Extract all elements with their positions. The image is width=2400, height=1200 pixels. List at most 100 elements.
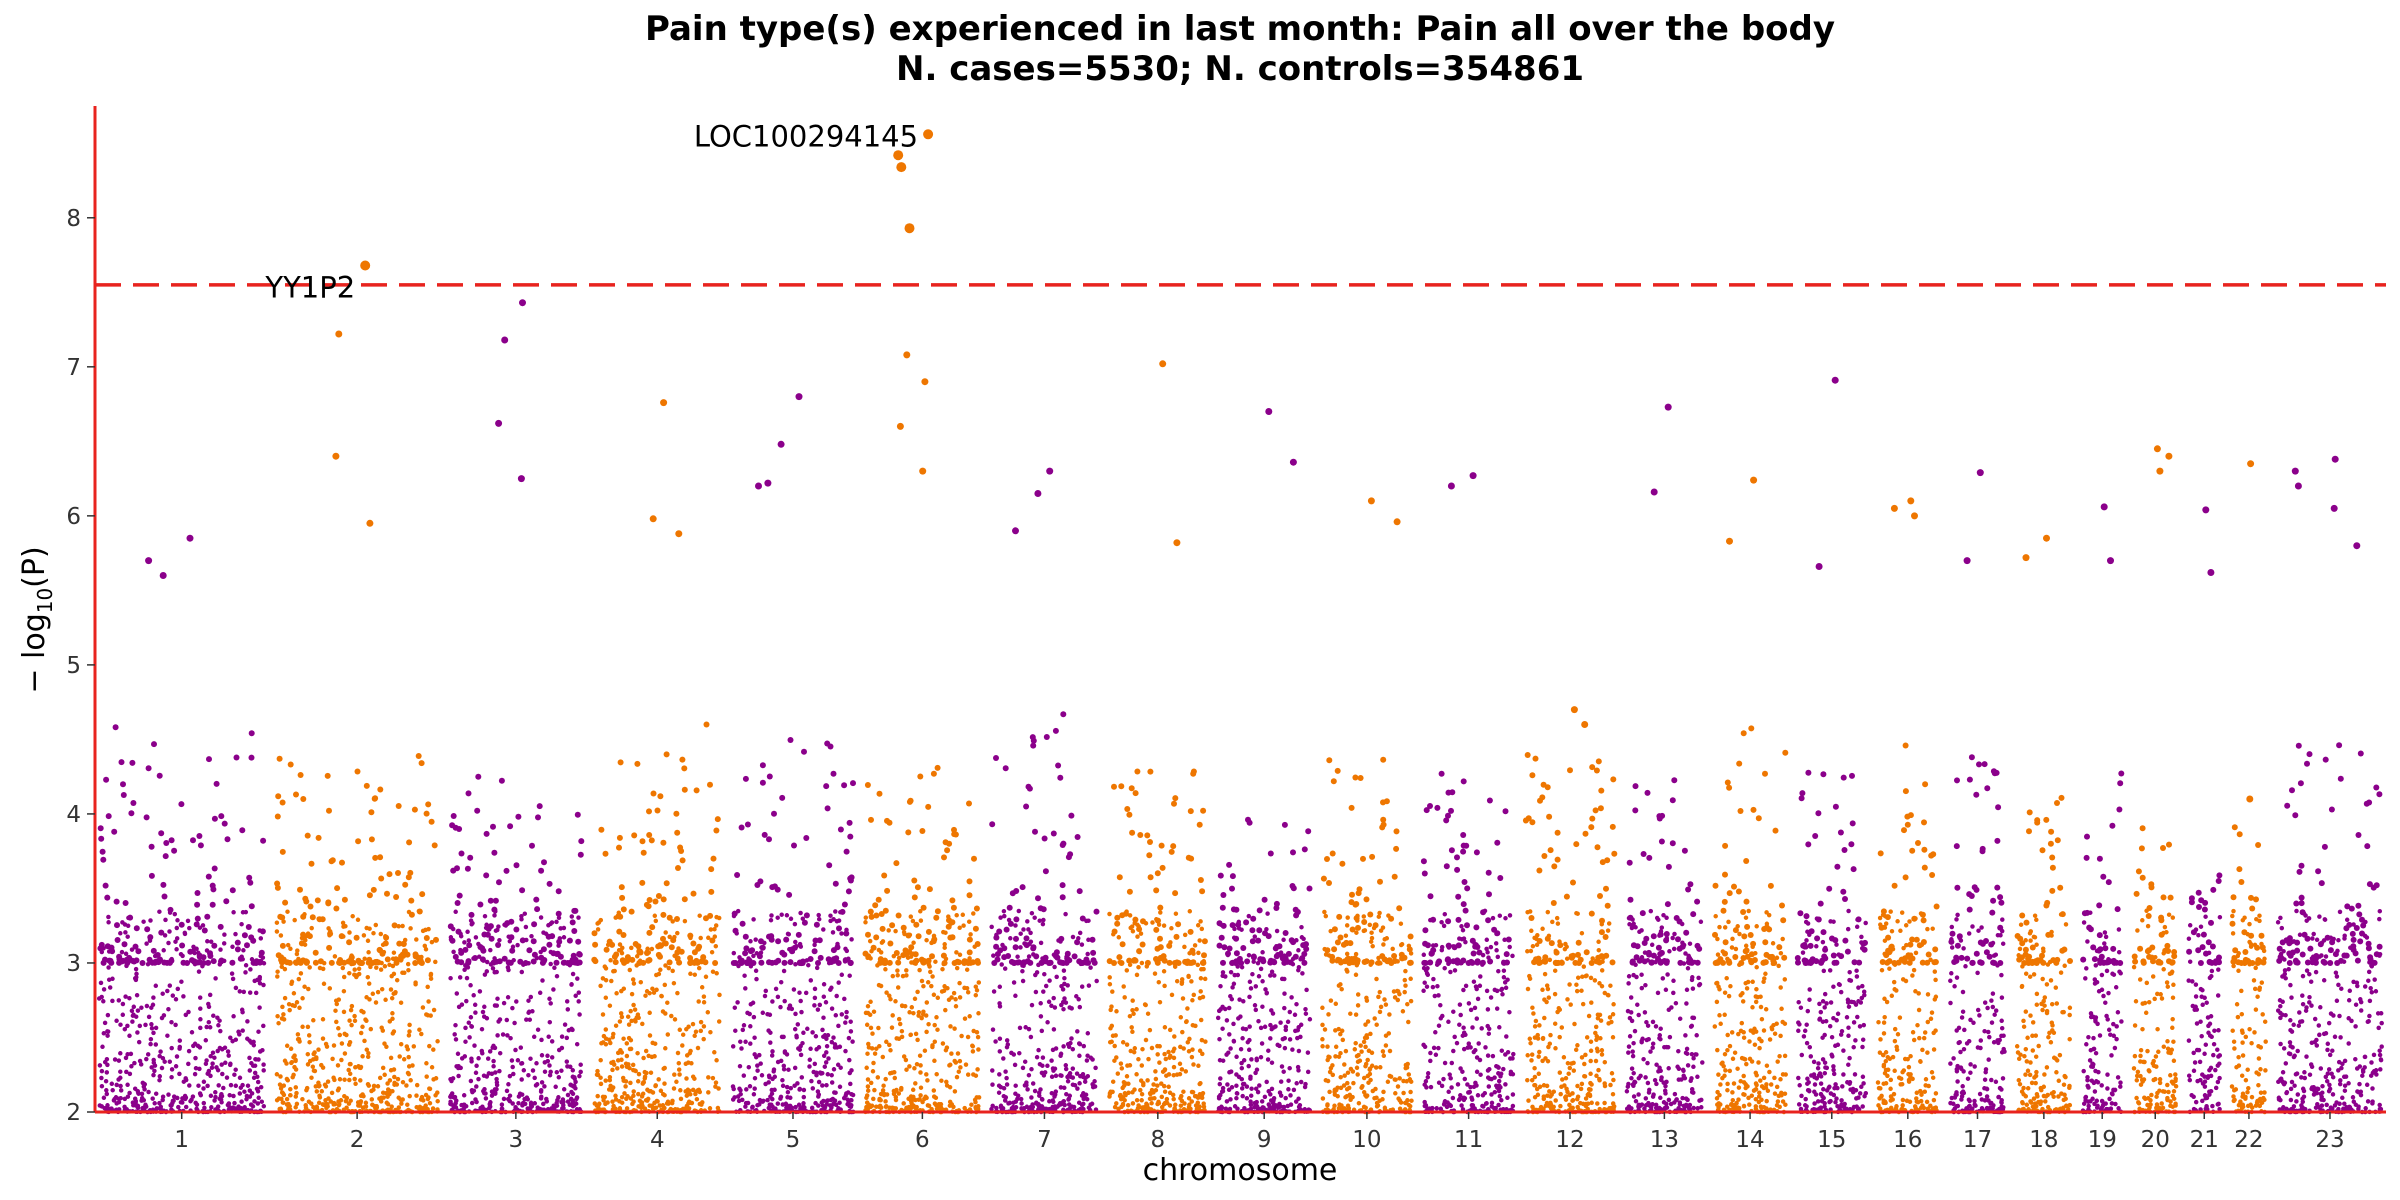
snp-point xyxy=(1832,803,1839,810)
top-snp-point xyxy=(501,336,509,344)
snp-point xyxy=(211,865,218,872)
snp-point xyxy=(873,912,880,919)
snp-point xyxy=(2350,946,2357,953)
snp-point xyxy=(104,894,111,901)
snp-point xyxy=(742,933,749,940)
snp-point xyxy=(1250,954,1257,961)
snp-point xyxy=(1979,845,1986,852)
snp-point xyxy=(1446,958,1453,965)
snp-point xyxy=(617,913,624,920)
snp-point xyxy=(1747,932,1754,938)
snp-point xyxy=(1634,943,1641,950)
snp-point xyxy=(2359,930,2365,937)
snp-point xyxy=(97,825,104,832)
snp-point xyxy=(612,959,619,966)
snp-point xyxy=(1119,941,1126,948)
snp-point xyxy=(2047,840,2054,847)
snp-point xyxy=(2341,952,2348,959)
snp-point xyxy=(1038,959,1045,966)
snp-point xyxy=(1720,907,1727,914)
snp-point xyxy=(674,955,681,962)
snp-point xyxy=(617,759,624,766)
snp-point xyxy=(1160,953,1167,960)
snp-point xyxy=(1173,933,1180,940)
snp-band xyxy=(2229,908,2268,1115)
snp-point xyxy=(1726,784,1733,791)
snp-point xyxy=(972,925,979,932)
snp-point xyxy=(2132,958,2139,965)
snp-point xyxy=(966,892,973,899)
snp-point xyxy=(886,959,893,966)
top-snp-point xyxy=(2156,467,2164,475)
top-snp-point xyxy=(335,330,343,338)
snp-point xyxy=(1388,915,1395,922)
snp-point xyxy=(1650,933,1657,940)
snp-point xyxy=(2213,958,2219,965)
snp-point xyxy=(1007,920,1014,927)
snp-point xyxy=(218,957,225,964)
snp-point xyxy=(1060,711,1067,718)
snp-point xyxy=(1805,769,1812,776)
snp-point xyxy=(1800,942,1807,949)
snp-point xyxy=(1187,928,1194,935)
snp-point xyxy=(1059,842,1066,848)
chromosome-6-points xyxy=(862,129,982,1115)
snp-point xyxy=(911,959,918,966)
snp-point xyxy=(1928,852,1935,859)
top-snp-point xyxy=(1173,539,1181,547)
snp-point xyxy=(223,898,230,905)
snp-point xyxy=(1878,924,1885,931)
snp-point xyxy=(1554,829,1561,836)
snp-point xyxy=(649,924,656,931)
snp-point xyxy=(1984,785,1991,792)
snp-point xyxy=(1427,893,1434,900)
snp-point xyxy=(1861,946,1868,953)
snp-point xyxy=(1430,947,1437,954)
snp-point xyxy=(1430,916,1437,923)
snp-point xyxy=(458,949,465,956)
snp-point xyxy=(1598,929,1605,936)
snp-point xyxy=(171,847,178,854)
snp-point xyxy=(646,929,653,936)
snp-point xyxy=(738,824,745,831)
snp-point xyxy=(1361,919,1368,925)
snp-point xyxy=(178,801,185,808)
snp-point xyxy=(668,944,675,951)
snp-point xyxy=(279,848,286,855)
snp-point xyxy=(2135,868,2142,875)
snp-point xyxy=(1243,919,1250,926)
snp-point xyxy=(679,756,686,763)
snp-point xyxy=(1244,958,1251,965)
snp-point xyxy=(2160,845,2166,851)
snp-point xyxy=(577,851,584,858)
snp-point xyxy=(732,927,739,934)
snp-point xyxy=(1502,808,1509,815)
snp-point xyxy=(1485,917,1492,924)
snp-point xyxy=(759,762,766,769)
snp-point xyxy=(1920,917,1927,924)
x-tick-label: 10 xyxy=(1352,1127,1381,1153)
snp-point xyxy=(966,936,973,943)
snp-point xyxy=(666,914,673,921)
x-tick-label: 8 xyxy=(1150,1127,1165,1153)
snp-point xyxy=(256,959,263,966)
snp-point xyxy=(749,947,756,954)
snp-point xyxy=(1140,918,1146,925)
snp-point xyxy=(356,959,363,966)
snp-point xyxy=(2371,959,2378,966)
snp-point xyxy=(1443,863,1450,870)
snp-point xyxy=(292,959,299,966)
snp-point xyxy=(1356,886,1363,893)
snp-point xyxy=(293,791,299,798)
snp-point xyxy=(1448,847,1455,854)
snp-point xyxy=(355,838,362,845)
snp-point xyxy=(1443,817,1450,824)
snp-point xyxy=(404,951,411,958)
snp-point xyxy=(993,755,999,761)
snp-point xyxy=(1842,937,1849,944)
snp-point xyxy=(1539,794,1546,801)
snp-point xyxy=(1460,901,1467,908)
snp-point xyxy=(2289,787,2295,794)
snp-point xyxy=(2081,910,2088,917)
snp-point xyxy=(660,896,667,903)
